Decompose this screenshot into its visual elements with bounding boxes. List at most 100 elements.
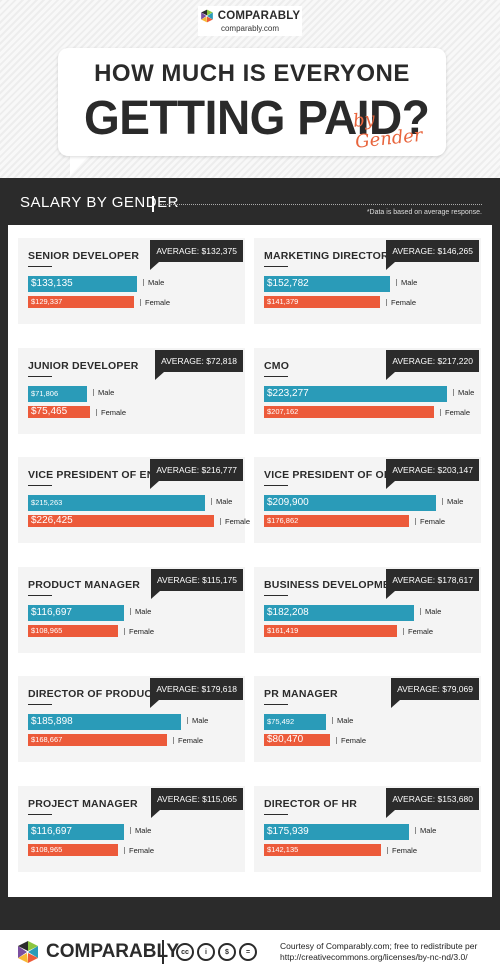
card-title: SENIOR DEVELOPER xyxy=(28,250,140,262)
female-salary-value: $80,470 xyxy=(267,734,304,745)
female-salary-bar: $108,965 xyxy=(28,843,118,856)
average-badge-tail xyxy=(151,590,160,599)
card-title: PR MANAGER xyxy=(264,688,338,700)
female-salary-bar: $207,162 xyxy=(264,405,434,418)
card-title-underline xyxy=(264,485,288,486)
average-badge: AVERAGE: $146,265 xyxy=(386,240,479,262)
nd-icon: = xyxy=(239,943,257,961)
card-title-underline xyxy=(264,813,288,815)
section-dotted-line xyxy=(160,204,482,205)
female-salary-bar: $108,965 xyxy=(28,624,118,637)
card-title-underline xyxy=(264,266,288,267)
average-badge: AVERAGE: $217,220 xyxy=(386,349,479,372)
salary-card: CMO AVERAGE: $217,220 $223,277 Male $207,162… xyxy=(254,347,481,434)
female-salary-bar: $142,135 xyxy=(264,843,381,856)
male-legend-label: Male xyxy=(143,278,164,287)
male-salary-value: $116,697 xyxy=(31,606,72,618)
female-legend-label: Female xyxy=(140,298,170,307)
salary-card: DIRECTOR OF HR AVERAGE: $153,680 $175,939 M… xyxy=(254,785,481,872)
male-salary-bar: $209,900 xyxy=(264,495,436,511)
female-legend-label: Female xyxy=(124,627,154,636)
card-title-underline xyxy=(28,375,52,377)
average-badge-tail xyxy=(150,481,159,489)
male-salary-bar: $71,806 xyxy=(28,385,87,402)
average-badge-tail xyxy=(155,371,164,380)
average-badge: AVERAGE: $115,065 xyxy=(150,787,243,810)
female-salary-bar: $141,379 xyxy=(264,296,380,308)
by-icon: i xyxy=(197,943,215,961)
section-title: SALARY BY GENDER xyxy=(20,194,179,211)
male-salary-bar: $182,208 xyxy=(264,604,414,621)
male-legend-label: Male xyxy=(453,388,474,397)
header-logo[interactable]: COMPARABLY comparably.com xyxy=(198,6,302,36)
male-legend-label: Male xyxy=(396,278,417,287)
average-badge: AVERAGE: $153,680 xyxy=(386,787,479,810)
salary-card: PROJECT MANAGER AVERAGE: $115,065 $116,697… xyxy=(18,785,245,872)
male-salary-bar: $75,492 xyxy=(264,714,326,730)
comparably-logo-icon xyxy=(200,9,214,23)
male-salary-bar: $133,135 xyxy=(28,276,137,292)
female-legend-label: Female xyxy=(173,736,203,745)
female-salary-value: $75,465 xyxy=(31,405,68,417)
card-title-underline xyxy=(28,704,52,705)
average-badge-tail xyxy=(386,809,395,818)
female-salary-value: $161,419 xyxy=(267,625,299,635)
male-legend-label: Male xyxy=(187,716,208,725)
header-logo-name: COMPARABLY xyxy=(217,10,301,22)
average-badge: AVERAGE: $178,617 xyxy=(386,568,479,591)
female-salary-value: $142,135 xyxy=(267,844,299,854)
average-badge: AVERAGE: $216,777 xyxy=(150,459,243,481)
male-legend-label: Male xyxy=(211,497,232,506)
female-salary-bar: $168,667 xyxy=(28,734,167,746)
title-line-1: HOW MUCH IS EVERYONE xyxy=(94,60,410,87)
male-legend-label: Male xyxy=(442,497,463,506)
male-salary-value: $182,208 xyxy=(267,606,309,618)
title-suffix: by Gender xyxy=(352,108,424,153)
card-title-underline xyxy=(28,594,52,596)
chart-panel: SENIOR DEVELOPER AVERAGE: $132,375 $133,13… xyxy=(8,225,492,897)
average-badge-tail xyxy=(386,371,395,380)
salary-card: PR MANAGER AVERAGE: $79,069 $75,492 Male $80… xyxy=(254,676,481,762)
male-legend-label: Male xyxy=(130,607,151,616)
section-divider xyxy=(152,196,154,212)
footer-divider xyxy=(162,940,164,964)
female-salary-bar: $80,470 xyxy=(264,734,330,746)
average-badge-tail xyxy=(151,809,160,818)
card-title: JUNIOR DEVELOPER xyxy=(28,359,139,372)
female-legend-label: Female xyxy=(387,846,417,855)
card-title-underline xyxy=(264,704,288,705)
card-title-underline xyxy=(28,266,52,267)
male-salary-bar: $116,697 xyxy=(28,604,124,621)
average-badge: AVERAGE: $79,069 xyxy=(391,678,479,700)
male-legend-label: Male xyxy=(130,826,151,835)
card-title-underline xyxy=(264,375,288,377)
card-title: CMO xyxy=(264,359,290,372)
female-legend-label: Female xyxy=(96,408,126,417)
title-speech-bubble: HOW MUCH IS EVERYONE GETTING PAID? by Ge… xyxy=(58,48,446,156)
male-legend-label: Male xyxy=(332,716,353,725)
female-salary-bar: $176,862 xyxy=(264,515,409,527)
male-salary-bar: $185,898 xyxy=(28,714,181,730)
card-title: DIRECTOR OF PRODUCT xyxy=(28,688,159,700)
header-logo-url: comparably.com xyxy=(220,24,280,33)
salary-card: JUNIOR DEVELOPER AVERAGE: $72,818 $71,806 M… xyxy=(18,347,245,434)
male-salary-value: $209,900 xyxy=(267,497,309,508)
male-salary-bar: $175,939 xyxy=(264,823,409,840)
female-legend-label: Female xyxy=(124,846,154,855)
female-salary-value: $226,425 xyxy=(31,515,73,526)
salary-card: DIRECTOR OF PRODUCT AVERAGE: $179,618 $185… xyxy=(18,676,245,762)
average-badge-tail xyxy=(150,700,159,708)
female-salary-value: $176,862 xyxy=(267,516,299,525)
male-salary-value: $223,277 xyxy=(267,387,309,399)
card-title-underline xyxy=(264,594,288,596)
female-legend-label: Female xyxy=(415,517,445,526)
average-badge: AVERAGE: $203,147 xyxy=(386,459,479,481)
footer-logo[interactable]: COMPARABLY xyxy=(16,940,179,964)
male-salary-bar: $152,782 xyxy=(264,276,390,292)
male-legend-label: Male xyxy=(420,607,441,616)
average-badge-tail xyxy=(386,262,395,270)
female-legend-label: Female xyxy=(386,298,416,307)
card-title: MARKETING DIRECTOR xyxy=(264,250,389,262)
card-title: PROJECT MANAGER xyxy=(28,797,138,810)
male-salary-value: $133,135 xyxy=(31,278,73,289)
